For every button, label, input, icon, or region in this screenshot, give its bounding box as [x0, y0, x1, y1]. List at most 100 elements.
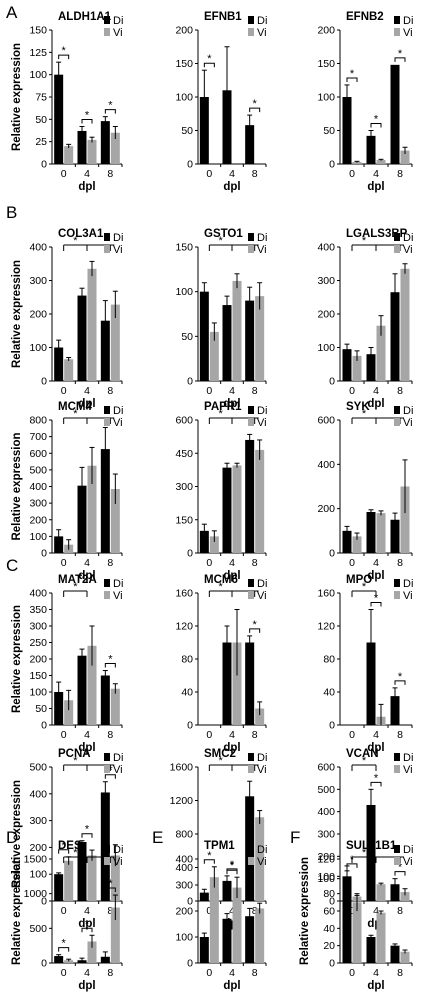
- significance-star: *: [219, 755, 224, 767]
- legend-swatch-vi: [394, 765, 400, 773]
- bar-vi: [255, 708, 265, 725]
- x-tick-label: 4: [84, 168, 90, 180]
- x-tick-label: 4: [229, 168, 235, 180]
- chart-title: PAPR1: [204, 401, 242, 413]
- significance-star: *: [230, 859, 235, 871]
- legend-label-vi: Vi: [257, 856, 267, 868]
- significance-pair: [104, 887, 116, 893]
- y-tick-label: 80: [323, 654, 335, 666]
- legend-label-di: Di: [257, 405, 267, 417]
- chart-title: SMC2: [204, 748, 236, 760]
- y-tick-label: 300: [317, 275, 335, 287]
- bar-vi: [376, 325, 386, 381]
- y-tick-label: 150: [175, 242, 193, 254]
- legend-swatch-vi: [394, 418, 400, 426]
- x-tick-label: 8: [397, 557, 403, 569]
- significance-pair: [226, 869, 238, 875]
- legend-swatch-vi: [104, 245, 110, 253]
- x-tick-label: 4: [84, 967, 90, 979]
- bar-di: [390, 64, 400, 164]
- legend-swatch-di: [248, 845, 254, 853]
- x-axis-label: dpl: [78, 980, 95, 992]
- x-tick-label: 0: [61, 168, 67, 180]
- bar-vi: [400, 951, 410, 963]
- significance-star: *: [374, 593, 379, 605]
- y-tick-label: 800: [175, 829, 193, 841]
- x-tick-label: 4: [373, 905, 379, 917]
- x-tick-label: 8: [252, 905, 258, 917]
- y-axis-label: Relative expression: [11, 780, 23, 888]
- chart-title: SYK: [346, 401, 370, 413]
- significance-pair: [203, 62, 215, 68]
- legend-label-vi: Vi: [113, 417, 123, 429]
- significance-pair: [58, 849, 70, 854]
- bar-vi: [232, 642, 242, 725]
- significance-star: *: [62, 45, 67, 57]
- y-tick-label: 1000: [24, 888, 48, 900]
- legend-swatch-vi: [248, 245, 254, 253]
- significance-star: *: [108, 878, 113, 890]
- bar-vi: [376, 513, 386, 553]
- bar-vi: [64, 960, 74, 963]
- y-tick-label: 50: [181, 125, 193, 137]
- legend-swatch-vi: [104, 765, 110, 773]
- y-tick-label: 100: [175, 932, 193, 944]
- y-tick-label: 0: [41, 720, 47, 732]
- x-tick-label: 0: [349, 729, 355, 741]
- y-tick-label: 500: [29, 762, 47, 774]
- chart-title: COL3A1: [58, 228, 104, 240]
- significance-star: *: [73, 235, 78, 247]
- legend-swatch-di: [394, 233, 400, 241]
- y-tick-label: 0: [187, 548, 193, 560]
- bar-di: [100, 675, 110, 725]
- y-tick-label: 200: [317, 851, 335, 863]
- legend-label-vi: Vi: [403, 856, 413, 868]
- y-tick-label: 500: [29, 923, 47, 935]
- bar-di: [77, 842, 87, 901]
- panel-letter-a: A: [6, 3, 18, 22]
- bar-vi: [110, 855, 120, 901]
- x-axis-label: dpl: [78, 918, 95, 930]
- bar-di: [100, 449, 110, 553]
- bar-di: [199, 97, 209, 164]
- legend-label-di: Di: [113, 232, 123, 244]
- y-tick-label: 125: [29, 47, 47, 59]
- bar-di: [222, 305, 232, 381]
- bar-di: [199, 291, 209, 381]
- bar-vi: [352, 536, 362, 553]
- bar-vi: [209, 536, 219, 553]
- bar-vi: [352, 161, 362, 164]
- y-tick-label: 0: [41, 958, 47, 970]
- bar-di: [222, 467, 232, 553]
- bar-di: [54, 956, 64, 963]
- significance-pair: [104, 109, 116, 114]
- significance-star: *: [398, 671, 403, 683]
- bar-di: [222, 880, 232, 901]
- bar-vi: [87, 645, 97, 725]
- significance-star: *: [108, 100, 113, 112]
- legend-swatch-vi: [248, 591, 254, 599]
- bar-di: [366, 937, 376, 963]
- bar-vi: [352, 355, 362, 381]
- legend-swatch-di: [394, 845, 400, 853]
- bar-di: [366, 804, 376, 901]
- significance-star: *: [362, 408, 367, 420]
- legend-swatch-vi: [104, 591, 110, 599]
- bar-vi: [400, 150, 410, 164]
- legend-label-di: Di: [403, 232, 413, 244]
- chart-title: DES: [58, 840, 82, 852]
- y-tick-label: 600: [175, 415, 193, 427]
- x-axis-label: dpl: [223, 742, 240, 754]
- legend-swatch-vi: [394, 28, 400, 36]
- bar-vi: [376, 884, 386, 901]
- bar-di: [342, 530, 352, 553]
- y-tick-label: 150: [29, 25, 47, 37]
- x-tick-label: 4: [373, 967, 379, 979]
- significance-star: *: [85, 109, 90, 121]
- x-tick-label: 4: [373, 385, 379, 397]
- y-tick-label: 0: [41, 376, 47, 388]
- bar-vi: [255, 817, 265, 901]
- significance-star: *: [62, 938, 67, 950]
- significance-star: *: [398, 48, 403, 60]
